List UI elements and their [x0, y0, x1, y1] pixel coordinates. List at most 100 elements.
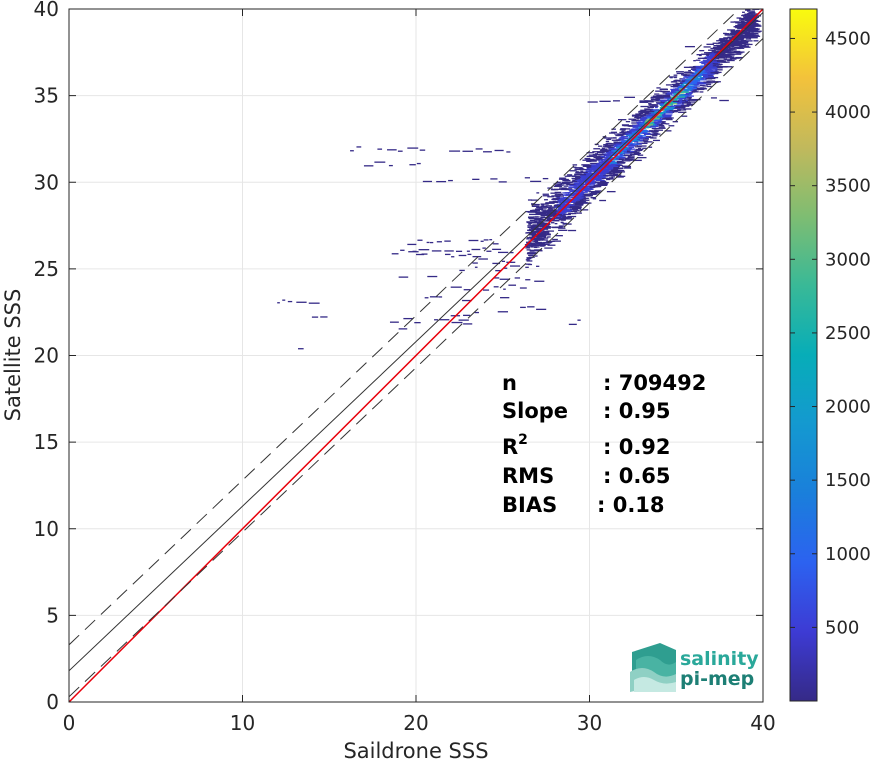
density-cell — [575, 201, 583, 203]
density-cell — [579, 174, 587, 176]
density-cell — [722, 41, 726, 43]
density-cell — [541, 223, 548, 225]
density-cell — [586, 152, 595, 154]
density-cell — [703, 62, 708, 64]
density-cell — [640, 105, 649, 108]
density-cell — [540, 233, 547, 235]
density-cell — [296, 301, 307, 303]
density-cell — [676, 103, 684, 105]
density-cell — [540, 205, 548, 208]
stat-r2-letter: R — [502, 435, 518, 459]
stat-r2-sup: 2 — [518, 432, 528, 448]
density-cell — [500, 297, 510, 299]
density-cell — [648, 146, 653, 148]
density-cell — [665, 123, 670, 125]
density-cell — [609, 174, 619, 176]
density-cell — [684, 95, 694, 97]
density-cell — [532, 244, 537, 246]
density-cell — [567, 215, 577, 218]
density-cell — [594, 153, 599, 155]
density-cell — [504, 267, 508, 269]
density-cell — [526, 260, 533, 262]
density-cell — [541, 207, 547, 209]
density-cell — [659, 94, 665, 96]
density-cell — [530, 227, 535, 230]
density-cell — [625, 148, 636, 150]
density-cell — [605, 143, 614, 145]
density-cell — [741, 19, 751, 21]
density-cell — [561, 178, 564, 180]
density-cell — [689, 81, 697, 84]
density-cell — [642, 147, 647, 149]
density-cell — [613, 145, 623, 148]
density-cell — [649, 130, 654, 132]
density-cell — [527, 306, 535, 308]
density-cell — [727, 34, 737, 36]
density-cell — [654, 93, 660, 95]
density-cell — [659, 121, 666, 123]
density-cell — [751, 29, 758, 31]
density-cell — [625, 135, 631, 137]
density-cell — [746, 29, 755, 31]
density-cell — [578, 181, 587, 183]
density-cell — [463, 323, 473, 325]
density-cell — [444, 253, 451, 256]
density-cell — [746, 31, 750, 34]
density-cell — [662, 92, 670, 94]
density-cell — [739, 32, 749, 35]
density-cell — [542, 177, 549, 180]
density-cell — [706, 67, 711, 69]
density-cell — [613, 167, 624, 169]
y-tick-label: 15 — [34, 430, 59, 454]
density-cell — [553, 219, 560, 222]
density-cell — [734, 32, 738, 35]
density-cell — [646, 119, 650, 121]
density-cell — [630, 153, 640, 155]
density-cell — [606, 156, 612, 158]
density-cell — [631, 120, 638, 122]
density-cell — [490, 178, 498, 180]
density-cell — [584, 195, 591, 197]
density-cell — [350, 150, 354, 152]
density-cell — [733, 33, 740, 36]
density-cell — [649, 105, 653, 108]
density-cell — [727, 51, 734, 53]
density-cell — [617, 134, 622, 136]
density-cell — [724, 41, 731, 43]
density-cell — [637, 145, 647, 147]
density-cell — [684, 102, 691, 104]
density-cell — [604, 153, 609, 155]
density-cell — [498, 181, 507, 183]
density-cell — [501, 260, 506, 263]
density-cell — [699, 91, 704, 93]
density-cell — [652, 96, 663, 98]
density-cell — [632, 159, 642, 162]
density-cell — [695, 71, 701, 73]
density-cell — [482, 247, 486, 249]
density-cell — [536, 242, 545, 245]
density-cell — [704, 71, 712, 73]
density-cell — [665, 108, 673, 110]
density-cell — [691, 67, 700, 69]
density-cell — [472, 255, 482, 258]
density-cell — [536, 227, 544, 229]
density-cell — [658, 124, 665, 127]
density-cell — [569, 210, 578, 213]
density-cell — [742, 11, 745, 13]
density-cell — [634, 141, 639, 143]
density-cell — [607, 178, 615, 180]
density-cell — [682, 102, 688, 104]
density-cell — [612, 137, 616, 139]
density-cell — [710, 57, 715, 59]
density-cell — [571, 200, 577, 202]
density-cell — [607, 175, 613, 177]
density-cell — [539, 213, 548, 215]
density-cell — [691, 73, 700, 75]
density-cell — [596, 152, 602, 154]
density-cell — [579, 175, 590, 177]
density-cell — [709, 56, 718, 58]
density-cell — [656, 116, 660, 118]
density-cell — [615, 176, 624, 178]
density-cell — [575, 203, 583, 206]
density-cell — [552, 238, 558, 241]
